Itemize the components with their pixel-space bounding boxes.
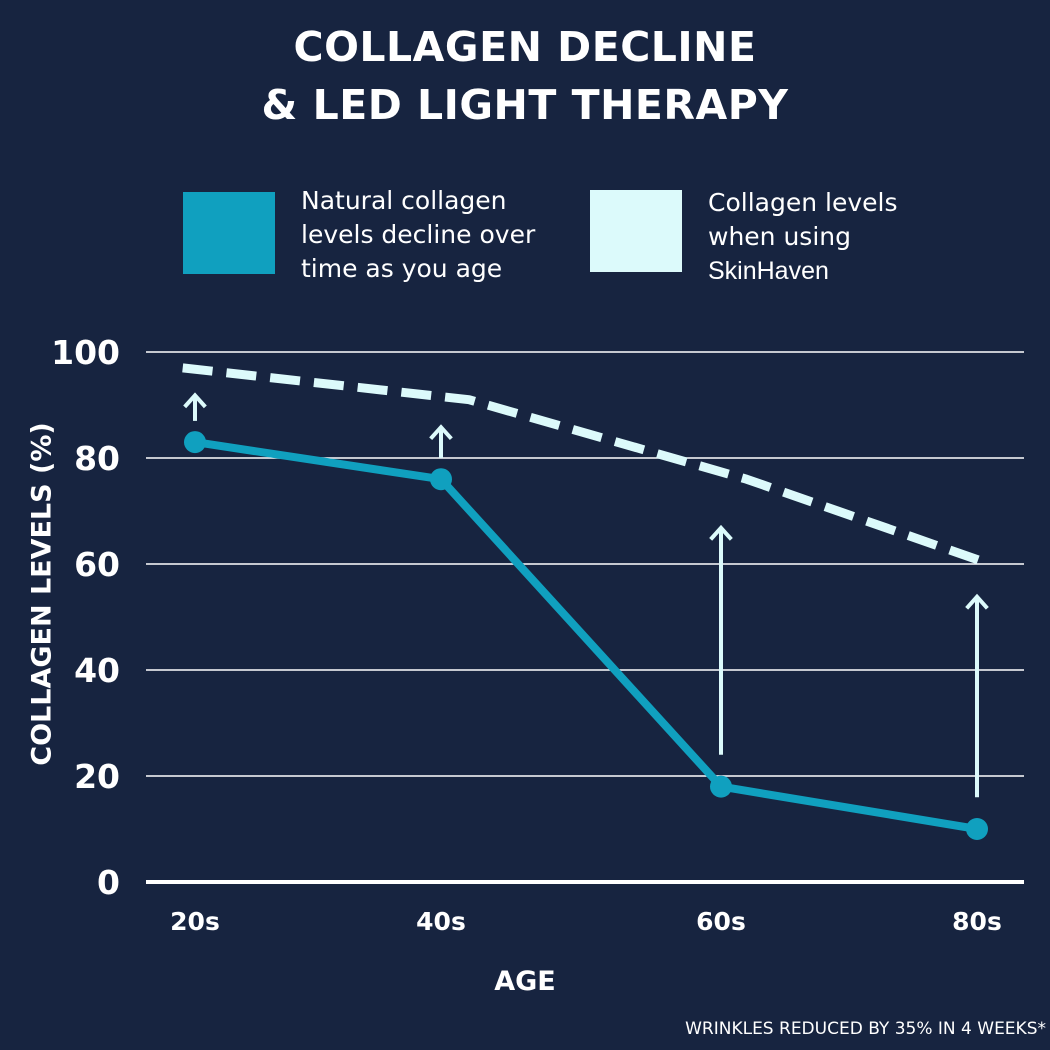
- legend-swatch-therapy: [590, 190, 682, 272]
- legend-label-therapy-line-1: Collagen levels: [708, 188, 898, 217]
- x-tick-label-60s: 60s: [696, 907, 746, 936]
- arrow-head-80s: [965, 593, 989, 610]
- y-axis-label: COLLAGEN LEVELS (%): [26, 422, 58, 766]
- footnote: WRINKLES REDUCED BY 35% IN 4 WEEKS*: [685, 1019, 1046, 1039]
- therapy-line: [182, 363, 992, 569]
- chart-title-line-2: & LED LIGHT THERAPY: [261, 81, 789, 129]
- legend-label-therapy-line-2: when using: [708, 222, 851, 251]
- arrow-40s: [429, 424, 453, 458]
- arrow-20s: [183, 392, 207, 421]
- therapy-series: [182, 363, 992, 569]
- natural-point-40s: [430, 468, 452, 491]
- natural-point-20s: [184, 431, 206, 454]
- arrow-head-60s: [709, 524, 733, 541]
- y-tick-label-20: 20: [74, 757, 120, 796]
- y-tick-labels: 0 20 40 60 80 100: [51, 333, 120, 902]
- y-tick-label-40: 40: [74, 651, 120, 690]
- y-tick-label-60: 60: [74, 545, 120, 584]
- arrow-80s: [965, 593, 989, 798]
- legend-label-natural: Natural collagen levels decline over tim…: [301, 184, 535, 286]
- y-tick-label-80: 80: [74, 439, 120, 478]
- natural-line: [191, 438, 981, 833]
- natural-point-80s: [966, 818, 988, 840]
- legend-label-therapy-line-3: SkinHaven: [708, 257, 829, 285]
- legend-swatch-natural: [183, 192, 275, 274]
- arrow-head-40s: [429, 424, 453, 441]
- chart-title: COLLAGEN DECLINE & LED LIGHT THERAPY: [0, 18, 1050, 134]
- legend-label-therapy: Collagen levels when using SkinHaven: [708, 186, 897, 288]
- y-tick-label-0: 0: [97, 863, 120, 902]
- arrow-60s: [709, 524, 733, 755]
- arrow-head-20s: [183, 392, 207, 409]
- x-tick-label-80s: 80s: [952, 907, 1002, 936]
- chart-title-line-1: COLLAGEN DECLINE: [293, 23, 757, 71]
- x-tick-label-20s: 20s: [170, 907, 220, 936]
- y-tick-label-100: 100: [51, 333, 120, 372]
- natural-point-60s: [710, 775, 732, 798]
- legend-label-natural-line-1: Natural collagen: [301, 186, 507, 215]
- x-tick-labels: 20s 40s 60s 80s: [170, 907, 1002, 936]
- x-tick-label-40s: 40s: [416, 907, 466, 936]
- legend-label-natural-line-3: time as you age: [301, 254, 503, 283]
- natural-series: [184, 431, 988, 840]
- x-axis-label: AGE: [494, 966, 556, 997]
- legend-label-natural-line-2: levels decline over: [301, 220, 536, 249]
- grid-lines: [146, 351, 1024, 884]
- improvement-arrows: [183, 392, 989, 798]
